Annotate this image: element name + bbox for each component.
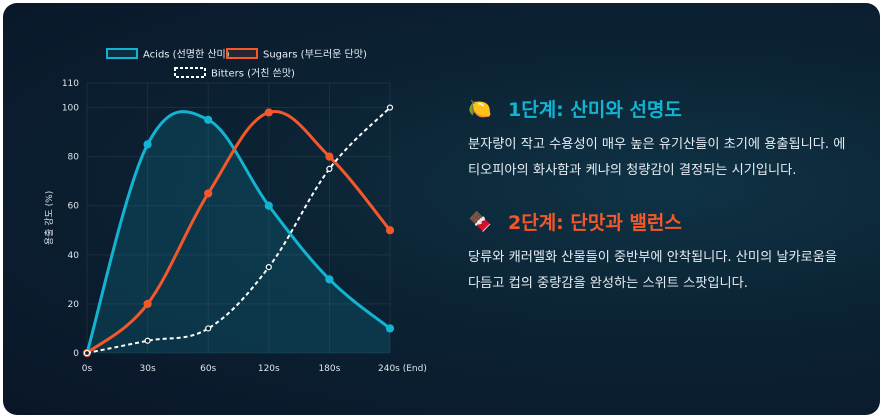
data-point bbox=[264, 108, 273, 117]
data-point bbox=[325, 275, 334, 284]
x-tick-label: 120s bbox=[258, 364, 280, 374]
data-point bbox=[385, 324, 395, 333]
legend-label-0: Acids (선명한 산미) bbox=[143, 49, 230, 61]
x-tick-label: 0s bbox=[82, 364, 93, 374]
data-point bbox=[265, 263, 272, 271]
y-tick-label: 40 bbox=[68, 251, 80, 261]
legend-swatch-2 bbox=[174, 67, 206, 78]
step-2: 🍫 2단계: 단맛과 밸런스 당류와 캐러멜화 산물들이 중반부에 안착됩니다.… bbox=[468, 208, 848, 297]
data-point bbox=[143, 299, 152, 309]
x-tick-label: 60s bbox=[200, 364, 216, 374]
data-point bbox=[386, 104, 394, 111]
legend-label-2: Bitters (거친 쓴맛) bbox=[211, 68, 295, 80]
x-tick-label: 240s (End) bbox=[378, 364, 427, 374]
x-tick-label: 30s bbox=[140, 364, 156, 374]
step-1-description: 분자량이 작고 수용성이 매우 높은 유기산들이 초기에 용출됩니다. 에티오피… bbox=[468, 137, 846, 178]
y-tick-label: 100 bbox=[62, 104, 79, 114]
data-point bbox=[326, 165, 333, 173]
legend-swatch-0 bbox=[106, 48, 138, 59]
card: 0 20 40 60 80 100 110 0s 30s 60s 120s 180s 240s (End… bbox=[3, 3, 880, 415]
step-1-title-row: 🍋 1단계: 산미와 선명도 bbox=[468, 95, 848, 122]
data-point bbox=[204, 189, 213, 198]
y-axis-label: 용출 강도 (%) bbox=[44, 191, 55, 245]
chocolate-icon: 🍫 bbox=[468, 211, 492, 233]
data-point bbox=[205, 325, 212, 332]
step-2-description: 당류와 캐러멜화 산물들이 중반부에 안착됩니다. 산미의 날카로움을 다듬고 … bbox=[468, 250, 838, 291]
data-point bbox=[143, 140, 152, 149]
y-tick-label: 0 bbox=[73, 349, 79, 359]
lemon-icon: 🍋 bbox=[468, 98, 492, 120]
step-1-title: 1단계: 산미와 선명도 bbox=[508, 99, 682, 121]
step-1: 🍋 1단계: 산미와 선명도 분자량이 작고 수용성이 매우 높은 유기산들이 … bbox=[468, 95, 848, 184]
series-area-0 bbox=[87, 111, 390, 354]
data-point bbox=[204, 115, 213, 124]
step-list: 🍋 1단계: 산미와 선명도 분자량이 작고 수용성이 매우 높은 유기산들이 … bbox=[468, 95, 848, 321]
y-tick-label: 110 bbox=[62, 79, 79, 89]
extraction-chart: 0 20 40 60 80 100 110 0s 30s 60s 120s 180s 240s (End… bbox=[44, 48, 427, 374]
y-tick-label: 20 bbox=[68, 300, 80, 310]
legend-swatch-1 bbox=[226, 48, 258, 59]
x-tick-label: 180s bbox=[318, 364, 340, 374]
data-point bbox=[385, 226, 395, 235]
data-point bbox=[325, 152, 334, 161]
data-point bbox=[264, 201, 273, 210]
step-2-title: 2단계: 단맛과 밸런스 bbox=[508, 212, 682, 234]
legend-label-1: Sugars (부드러운 단맛) bbox=[263, 49, 367, 61]
y-tick-label: 80 bbox=[68, 153, 80, 163]
data-point bbox=[144, 337, 151, 344]
y-tick-label: 60 bbox=[68, 202, 80, 212]
step-2-title-row: 🍫 2단계: 단맛과 밸런스 bbox=[468, 208, 848, 235]
data-point bbox=[83, 349, 91, 357]
